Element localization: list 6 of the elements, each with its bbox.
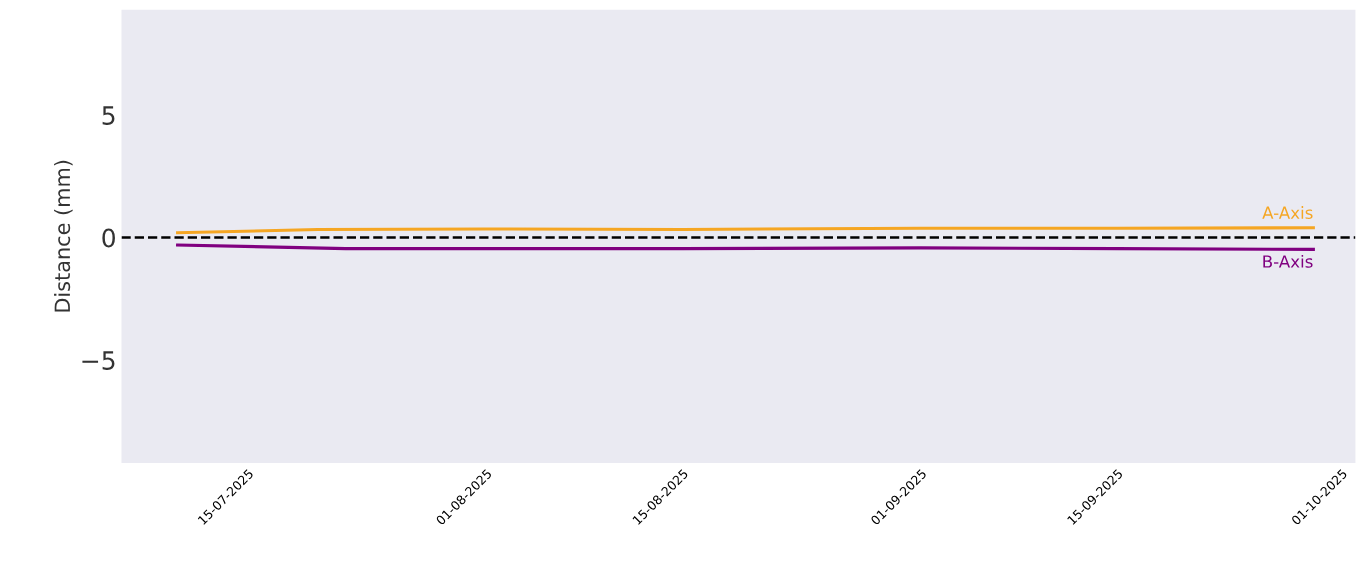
- y-axis-title: Distance (mm): [54, 160, 73, 312]
- y-tick-label: −5: [82, 351, 115, 370]
- series-label: B-Axis: [1263, 254, 1313, 268]
- series-label: A-Axis: [1262, 206, 1313, 219]
- y-tick-label: 0: [102, 228, 115, 248]
- y-tick-label: 5: [102, 106, 115, 125]
